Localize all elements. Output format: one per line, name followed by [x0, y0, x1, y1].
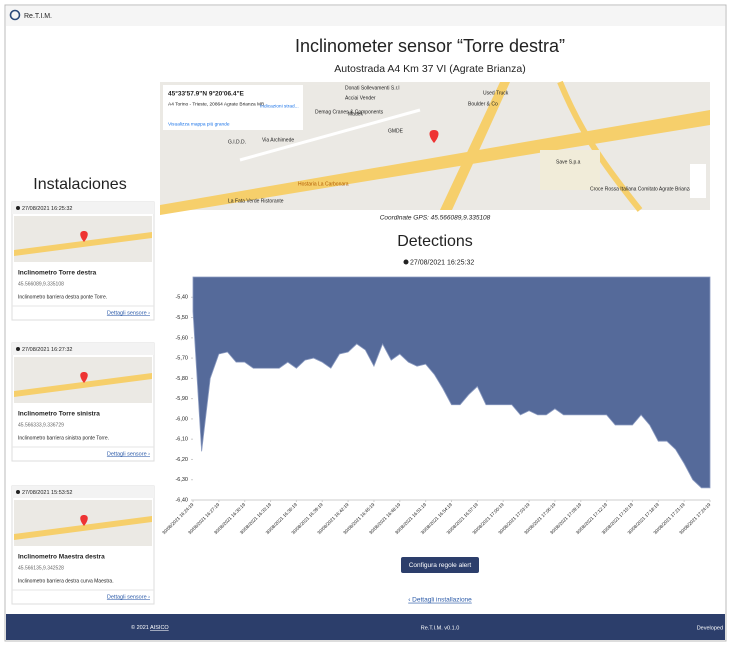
- y-tick-label: -6,40: [175, 497, 188, 503]
- road: [239, 108, 421, 162]
- y-tick-label: -5,60: [175, 335, 188, 341]
- copyright: © 2021: [131, 624, 150, 631]
- logo-icon: [9, 9, 21, 21]
- top-bar: [6, 6, 725, 26]
- map-label: Demag Cranes & Components: [315, 109, 384, 115]
- map-label: Save S.p.a: [556, 159, 581, 165]
- map-label: Via Archimede: [262, 137, 294, 143]
- y-tick-label: -5,70: [175, 356, 188, 362]
- clock-icon: [16, 206, 20, 210]
- clock-icon: [16, 490, 20, 494]
- card-map-road: [14, 232, 152, 256]
- y-tick-label: -6,00: [175, 416, 188, 422]
- card-map-pin: [80, 231, 88, 242]
- card-link[interactable]: Dettagli sensore ›: [107, 451, 150, 457]
- card-date: 27/08/2021 16:27:32: [22, 347, 72, 353]
- detections-title: Detections: [397, 233, 473, 250]
- map[interactable]: 45°33'57.9"N 9°20'06.4"E A4 Torino - Tri…: [160, 80, 710, 215]
- map-label: G.I.D.D.: [228, 139, 246, 145]
- map-coords: 45°33'57.9"N 9°20'06.4"E: [168, 90, 245, 98]
- footer: [6, 614, 725, 640]
- gps-coords: Coordinate GPS: 45.566089,9.335108: [380, 215, 491, 222]
- card-map-road: [14, 373, 152, 397]
- road: [440, 82, 510, 210]
- card-header: [12, 343, 154, 355]
- card-map-pin: [80, 515, 88, 526]
- map-label: Hostaria La Carbonara: [298, 181, 349, 187]
- map-address: A4 Torino - Trieste, 20864 Agrate Brianz…: [168, 101, 264, 107]
- map-directions[interactable]: Indicazioni strad...: [260, 103, 299, 109]
- sensor-card[interactable]: 27/08/2021 15:53:52 Inclinometro Maestra …: [11, 485, 155, 605]
- road: [557, 80, 643, 212]
- back-link[interactable]: ‹ Dettagli installazione: [408, 597, 472, 604]
- alert-button-label[interactable]: Configura regole alert: [409, 562, 472, 569]
- footer-developed: Developed: [697, 625, 723, 631]
- card-name: Inclinometro Torre destra: [18, 270, 97, 277]
- clock-icon: [16, 347, 20, 351]
- sensor-card[interactable]: 27/08/2021 16:25:32 Inclinometro Torre de…: [11, 201, 155, 321]
- y-tick-label: -6,30: [175, 477, 188, 483]
- card-link[interactable]: Dettagli sensore ›: [107, 310, 150, 316]
- y-tick-label: -5,80: [175, 376, 188, 382]
- page-subtitle: Autostrada A4 Km 37 VI (Agrate Brianza): [334, 63, 525, 75]
- card-header: [12, 202, 154, 214]
- alert-button[interactable]: [401, 557, 479, 573]
- card-description: Inclinometro barriera destra ponte Torre…: [18, 294, 107, 300]
- card-list: 27/08/2021 16:25:32 Inclinometro Torre de…: [11, 201, 155, 605]
- card-map-pin: [80, 372, 88, 383]
- map-label: La Fata Verde Ristorante: [228, 198, 284, 204]
- map-larger-link[interactable]: Visualizza mappa più grande: [168, 121, 230, 127]
- road: [160, 110, 710, 215]
- map-label: Croce Rossa Italiana Comitato Agrate Bri…: [590, 186, 692, 192]
- card-header: [12, 486, 154, 498]
- y-tick-label: -5,90: [175, 396, 188, 402]
- y-tick-label: -6,10: [175, 437, 188, 443]
- detections-date: 27/08/2021 16:25:32: [410, 259, 474, 266]
- sensor-card[interactable]: 27/08/2021 16:27:32 Inclinometro Torre si…: [11, 342, 155, 462]
- card-map-road: [14, 516, 152, 540]
- map-label: Madek: [348, 111, 364, 117]
- footer-version: Re.T.I.M. v0.1.0: [421, 625, 460, 631]
- sidebar-title: Instalaciones: [33, 176, 126, 193]
- map-pin: [429, 130, 439, 143]
- map-label: Boulder & Co: [468, 101, 498, 107]
- map-label: GMDE: [388, 128, 404, 134]
- clock-icon: [403, 259, 409, 265]
- card-name: Inclinometro Torre sinistra: [18, 411, 100, 418]
- area: [540, 150, 600, 190]
- y-tick-label: -5,40: [175, 295, 188, 301]
- card-description: Inclinometro barriera destra curva Maest…: [18, 578, 114, 584]
- area: [192, 276, 711, 489]
- card-link[interactable]: Dettagli sensore ›: [107, 594, 150, 600]
- company-link[interactable]: AISICO: [150, 625, 169, 631]
- map-label: Used Truck: [483, 90, 509, 96]
- page-title: Inclinometer sensor “Torre destra”: [295, 36, 565, 56]
- card-date: 27/08/2021 15:53:52: [22, 490, 72, 496]
- card-description: Inclinometro barriera sinistra ponte Tor…: [18, 435, 109, 441]
- y-tick-label: -6,20: [175, 457, 188, 463]
- card-coords: 45.566089,9.335108: [18, 281, 64, 287]
- map-info-box: [163, 85, 303, 130]
- map-label: Acciai Vender: [345, 95, 376, 101]
- logo[interactable]: Re.T.I.M.: [24, 13, 52, 20]
- y-tick-label: -5,50: [175, 315, 188, 321]
- card-date: 27/08/2021 16:25:32: [22, 206, 72, 212]
- map-label: Donati Sollevamenti S.r.l: [345, 85, 399, 91]
- card-coords: 45.566333,9.336729: [18, 422, 64, 428]
- footer-copyright: © 2021 AISICO: [131, 624, 169, 631]
- card-name: Inclinometro Maestra destra: [18, 554, 105, 561]
- zoom-control[interactable]: [690, 164, 706, 198]
- card-coords: 45.566135,9.342528: [18, 565, 64, 571]
